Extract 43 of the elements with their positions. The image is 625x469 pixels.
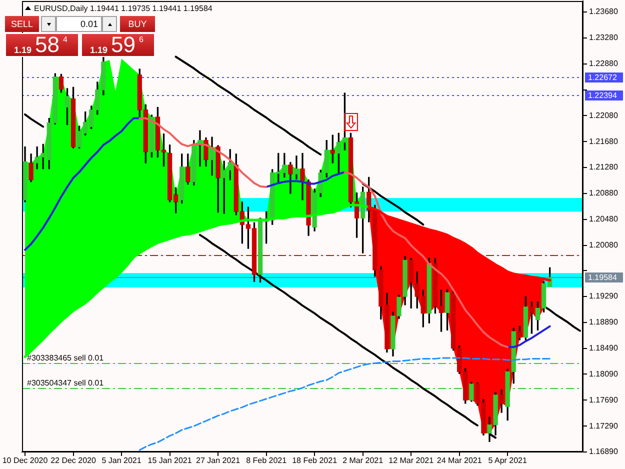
annotation: 4 [63, 35, 68, 44]
lot-input: 0.01 [56, 16, 102, 32]
x-tick-label: 5 Apr 2021 [488, 456, 528, 466]
x-tick-label: 27 Jan 2021 [196, 456, 241, 466]
ref-line-label: 1.22672 [588, 73, 618, 82]
x-tick-label: 15 Jan 2021 [148, 456, 192, 466]
ref-line-label: 1.22394 [588, 91, 618, 100]
ref-line-label: 1.19584 [588, 273, 618, 282]
y-tick-label: 1.20080 [589, 240, 618, 250]
annotation: 59 [111, 32, 136, 57]
x-tick-label: 2 Mar 2021 [342, 456, 384, 466]
x-tick-label: 5 Jan 2021 [102, 456, 142, 466]
x-tick-label: 22 Dec 2020 [50, 456, 97, 466]
y-tick-label: 1.21680 [589, 136, 618, 146]
y-tick-label: 1.18090 [589, 369, 618, 378]
annotation: 1.19 [90, 45, 108, 55]
y-tick-label: 1.23280 [589, 33, 618, 42]
x-tick-label: 12 Mar 2021 [388, 456, 434, 466]
y-tick-label: 1.19290 [589, 292, 618, 301]
y-tick-label: 1.16890 [589, 447, 618, 456]
x-tick-label: 8 Feb 2021 [246, 456, 288, 466]
ref-line-label: #303504347 sell 0.01 [27, 378, 104, 388]
x-tick-label: 24 Mar 2021 [436, 456, 482, 466]
y-tick-label: 1.22080 [589, 110, 618, 120]
y-tick-label: 1.18490 [589, 344, 618, 353]
annotation: 1.19 [14, 45, 32, 55]
candlestick [294, 156, 299, 180]
y-tick-label: 1.18890 [589, 318, 618, 327]
x-tick-label: 18 Feb 2021 [292, 456, 338, 466]
sell-button: SELL [5, 16, 39, 32]
buy-button: BUY [120, 16, 155, 32]
x-tick-label: 10 Dec 2020 [2, 456, 48, 466]
y-tick-label: 1.20880 [589, 188, 618, 198]
y-tick-label: 1.20480 [589, 214, 618, 224]
ref-line-label: #303383465 sell 0.01 [27, 354, 104, 363]
y-tick-label: 1.17690 [589, 395, 618, 404]
annotation: 58 [35, 32, 60, 57]
y-tick-label: 1.17290 [589, 421, 618, 430]
y-tick-label: 1.21280 [589, 162, 618, 172]
annotation: 6 [139, 35, 144, 44]
y-tick-label: 1.23680 [589, 7, 618, 16]
y-tick-label: 1.22880 [589, 59, 618, 68]
chart-title: EURUSD,Daily 1.19441 1.19735 1.19441 1.19584 [34, 4, 212, 14]
